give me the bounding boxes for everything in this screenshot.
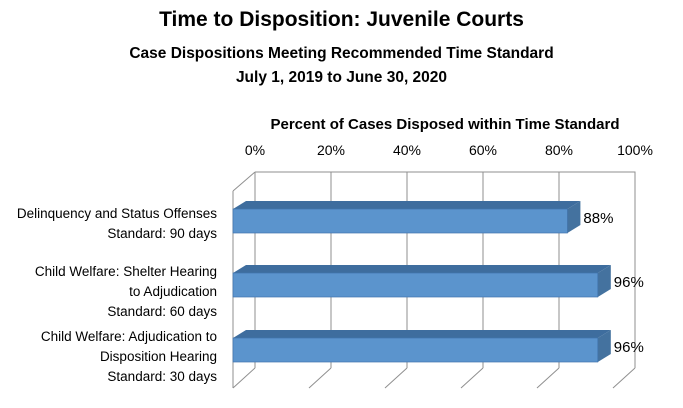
bar-end-face — [597, 330, 611, 362]
category-line: Standard: 60 days — [107, 304, 217, 319]
chart-title: Time to Disposition: Juvenile Courts — [159, 8, 524, 31]
gridline-floor-slant — [536, 367, 560, 389]
x-tick-label-20: 20% — [316, 142, 346, 158]
bar — [232, 208, 568, 234]
x-axis-title: Percent of Cases Disposed within Time St… — [270, 116, 620, 133]
category-line: Standard: 90 days — [107, 226, 217, 241]
x-tick-label-80: 80% — [544, 142, 574, 158]
bar-top-face — [233, 265, 611, 273]
x-tick-label-0: 0% — [244, 142, 266, 158]
gridline-floor-slant — [308, 367, 332, 389]
category-line: Standard: 30 days — [107, 369, 217, 384]
chart-date-range: July 1, 2019 to June 30, 2020 — [235, 69, 448, 86]
category-label-delinquency: Delinquency and Status Offenses Standard… — [0, 204, 217, 244]
category-line: Child Welfare: Shelter Hearing — [34, 264, 217, 279]
x-tick-label-60: 60% — [468, 142, 498, 158]
gridline-floor-slant — [384, 367, 408, 389]
x-tick-label-40: 40% — [392, 142, 422, 158]
gridline-floor-slant — [460, 367, 484, 389]
bar-value-label: 88% — [583, 210, 614, 227]
bar — [232, 272, 599, 298]
category-label-shelter-hearing: Child Welfare: Shelter Hearing to Adjudi… — [0, 262, 217, 322]
bar-end-face — [567, 201, 581, 233]
bar-value-label: 96% — [613, 274, 644, 291]
category-line: Child Welfare: Adjudication to — [40, 329, 217, 344]
gridline-floor-slant — [612, 367, 636, 389]
bar-top-face — [233, 201, 581, 209]
bar-value-label: 96% — [613, 339, 644, 356]
category-line: Disposition Hearing — [99, 349, 217, 364]
x-tick-label-100: 100% — [617, 142, 653, 158]
gridline-floor-slant — [232, 367, 256, 389]
category-line: to Adjudication — [129, 284, 217, 299]
bar-end-face — [597, 265, 611, 297]
chart-subtitle: Case Dispositions Meeting Recommended Ti… — [129, 45, 554, 62]
category-line: Delinquency and Status Offenses — [16, 206, 217, 221]
category-label-adjudication: Child Welfare: Adjudication to Dispositi… — [0, 327, 217, 387]
bar-top-face — [233, 330, 611, 338]
chart-header: Time to Disposition: Juvenile Courts Cas… — [0, 7, 683, 90]
bar — [232, 337, 599, 363]
